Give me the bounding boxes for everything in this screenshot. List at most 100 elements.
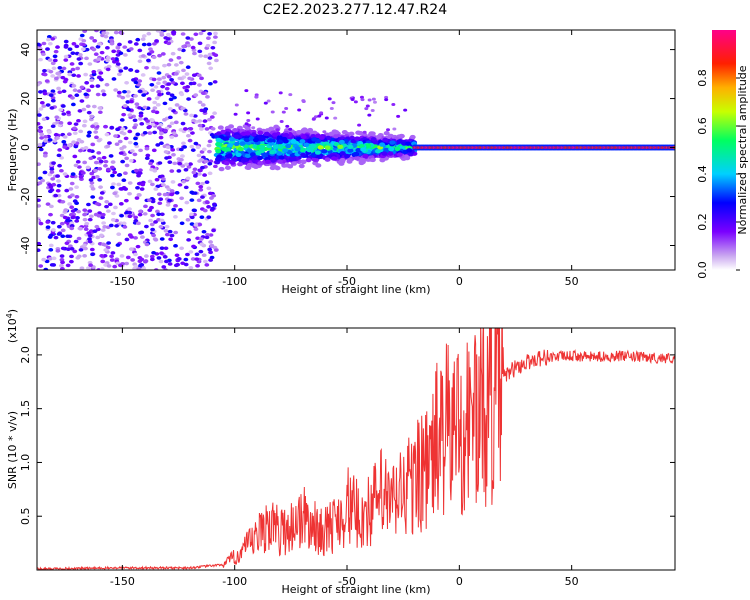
heatmap-cell — [174, 103, 180, 107]
heatmap-cell — [268, 141, 275, 146]
heatmap-cell — [180, 32, 186, 36]
heatmap-cell — [180, 48, 186, 53]
y-tick-label: 2.0 — [19, 346, 32, 364]
heatmap-cell — [187, 230, 192, 234]
heatmap-cell — [167, 115, 173, 120]
heatmap-cell — [183, 185, 189, 190]
heatmap-cell — [104, 204, 109, 209]
heatmap-cell — [37, 128, 42, 133]
heatmap-cell — [69, 254, 74, 259]
heatmap-cell — [134, 102, 140, 106]
heatmap-cell — [303, 142, 310, 147]
heatmap-cell — [146, 31, 152, 36]
heatmap-cell — [118, 151, 124, 155]
heatmap-cell — [85, 104, 91, 109]
heatmap-cell — [388, 146, 395, 152]
heatmap-cell — [161, 177, 166, 181]
heatmap-cell — [165, 203, 171, 207]
spectrogram-x-label: Height of straight line (km) — [281, 283, 430, 296]
heatmap-cell — [56, 183, 62, 188]
heatmap-cell — [70, 96, 75, 100]
heatmap-cell — [90, 195, 96, 199]
heatmap-cell — [151, 148, 157, 153]
heatmap-cell — [185, 218, 191, 222]
heatmap-cell — [46, 37, 51, 42]
heatmap-cell — [244, 131, 251, 136]
heatmap-cell — [114, 142, 120, 146]
heatmap-cell — [201, 147, 207, 152]
heatmap-cell — [119, 118, 125, 122]
heatmap-cell — [116, 182, 122, 187]
heatmap-cell — [188, 126, 194, 131]
heatmap-cell — [210, 206, 216, 211]
heatmap-cell — [177, 161, 183, 166]
heatmap-cell — [144, 242, 150, 247]
heatmap-cell — [93, 130, 99, 134]
heatmap-cell — [167, 198, 172, 203]
heatmap-cell — [228, 137, 235, 142]
heatmap-cell — [290, 139, 297, 144]
heatmap-cell — [185, 133, 191, 138]
heatmap-cell — [174, 253, 180, 258]
heatmap-cell — [160, 52, 166, 56]
heatmap-cell — [79, 85, 85, 90]
x-tick-label: -50 — [338, 575, 356, 588]
heatmap-cell — [132, 125, 137, 130]
heatmap-cell — [58, 168, 64, 173]
heatmap-cell — [105, 167, 111, 172]
heatmap-cell — [37, 142, 43, 147]
heatmap-cell — [281, 136, 288, 142]
heatmap-cell — [37, 45, 42, 50]
heatmap-cell — [119, 213, 125, 218]
heatmap-cell — [59, 267, 65, 270]
heatmap-cell — [96, 75, 102, 80]
heatmap-cell — [59, 156, 65, 160]
heatmap-cell — [79, 99, 85, 103]
heatmap-cell — [123, 187, 129, 191]
snr-y-scale-label: (x104) — [5, 309, 19, 343]
heatmap-cell — [112, 59, 117, 64]
heatmap-cell — [154, 39, 159, 43]
heatmap-cell — [88, 156, 94, 161]
heatmap-cell — [185, 85, 191, 89]
heatmap-cell — [233, 134, 240, 139]
heatmap-cell — [71, 73, 77, 78]
heatmap-cell — [155, 103, 161, 107]
heatmap-cell — [208, 233, 214, 237]
heatmap-cell — [140, 73, 146, 77]
heatmap-cell — [37, 218, 40, 223]
heatmap-cell — [114, 194, 120, 198]
heatmap-cell — [157, 161, 163, 165]
heatmap-cell — [45, 202, 51, 206]
heatmap-cell — [86, 110, 92, 115]
heatmap-cell — [198, 188, 204, 192]
heatmap-cell — [161, 265, 167, 269]
heatmap-cell — [120, 95, 126, 100]
heatmap-cell — [76, 57, 82, 61]
spectrogram-axes-frame — [36, 29, 676, 271]
heatmap-cell — [149, 257, 155, 262]
heatmap-cell — [106, 264, 112, 268]
heatmap-cell — [100, 215, 105, 220]
heatmap-cell — [347, 148, 354, 153]
heatmap-cell — [70, 209, 76, 213]
heatmap-cell — [199, 157, 204, 162]
heatmap-cell — [156, 77, 162, 81]
heatmap-cell — [131, 78, 136, 82]
heatmap-cell — [52, 54, 58, 59]
heatmap-cell — [151, 109, 156, 114]
heatmap-cell — [37, 121, 41, 126]
heatmap-cell — [184, 72, 190, 76]
heatmap-cell — [101, 31, 107, 35]
heatmap-cell — [41, 52, 46, 57]
heatmap-cell — [63, 208, 69, 212]
heatmap-cell — [113, 205, 118, 210]
heatmap-cell — [37, 110, 41, 114]
heatmap-cell — [173, 72, 179, 76]
heatmap-cell — [133, 168, 139, 173]
heatmap-cell — [189, 113, 194, 118]
heatmap-cell — [161, 75, 167, 80]
heatmap-cell — [198, 54, 204, 58]
heatmap-cell — [317, 145, 324, 150]
heatmap-cell — [387, 151, 394, 156]
